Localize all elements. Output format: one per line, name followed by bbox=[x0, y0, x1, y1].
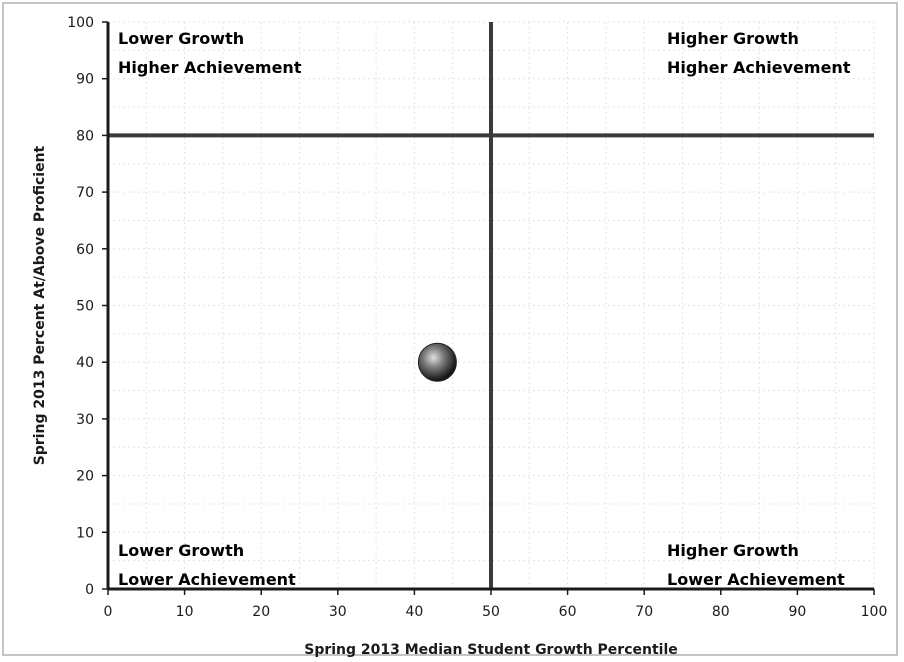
x-tick-label: 70 bbox=[635, 604, 653, 620]
y-tick-label: 50 bbox=[76, 299, 94, 315]
x-tick-label: 50 bbox=[482, 604, 500, 620]
reference-lines bbox=[108, 22, 874, 589]
x-tick-label: 60 bbox=[559, 604, 577, 620]
y-tick-label: 20 bbox=[76, 469, 94, 485]
x-tick-label: 90 bbox=[788, 604, 806, 620]
quadrant-labels: Lower Growth Higher Achievement Higher Gro… bbox=[118, 29, 851, 589]
x-axis-title: Spring 2013 Median Student Growth Percen… bbox=[304, 642, 678, 658]
y-tick-label: 90 bbox=[76, 72, 94, 88]
y-tick-label: 100 bbox=[67, 15, 94, 31]
quadrant-label-top-right: Higher Achievement bbox=[667, 58, 851, 77]
tick-labels: 0 10 20 30 40 50 60 70 80 90 100 0 10 20 30 40 50 60 70 80 9… bbox=[67, 15, 887, 620]
scatter-chart: 0 10 20 30 40 50 60 70 80 90 100 0 10 20 30 40 50 60 70 80 9… bbox=[32, 15, 887, 658]
y-tick-label: 80 bbox=[76, 128, 94, 144]
y-tick-label: 60 bbox=[76, 242, 94, 258]
quadrant-label-bottom-right: Lower Achievement bbox=[667, 570, 845, 589]
x-tick-label: 10 bbox=[176, 604, 194, 620]
quadrant-label-top-right: Higher Growth bbox=[667, 29, 799, 48]
quadrant-label-top-left: Higher Achievement bbox=[118, 58, 302, 77]
x-tick-label: 40 bbox=[405, 604, 423, 620]
x-tick-label: 0 bbox=[104, 604, 113, 620]
y-tick-label: 70 bbox=[76, 185, 94, 201]
quadrant-label-top-left: Lower Growth bbox=[118, 29, 244, 48]
x-tick-label: 80 bbox=[712, 604, 730, 620]
y-axis-title: Spring 2013 Percent At/Above Proficient bbox=[32, 145, 48, 465]
quadrant-label-bottom-left: Lower Growth bbox=[118, 541, 244, 560]
data-point bbox=[417, 342, 457, 382]
y-tick-label: 40 bbox=[76, 355, 94, 371]
y-tick-label: 30 bbox=[76, 412, 94, 428]
data-points bbox=[417, 342, 457, 382]
x-tick-label: 20 bbox=[252, 604, 270, 620]
x-tick-label: 100 bbox=[861, 604, 888, 620]
x-tick-label: 30 bbox=[329, 604, 347, 620]
y-tick-label: 0 bbox=[85, 582, 94, 598]
quadrant-label-bottom-left: Lower Achievement bbox=[118, 570, 296, 589]
quadrant-label-bottom-right: Higher Growth bbox=[667, 541, 799, 560]
y-tick-label: 10 bbox=[76, 525, 94, 541]
axes bbox=[102, 21, 875, 595]
